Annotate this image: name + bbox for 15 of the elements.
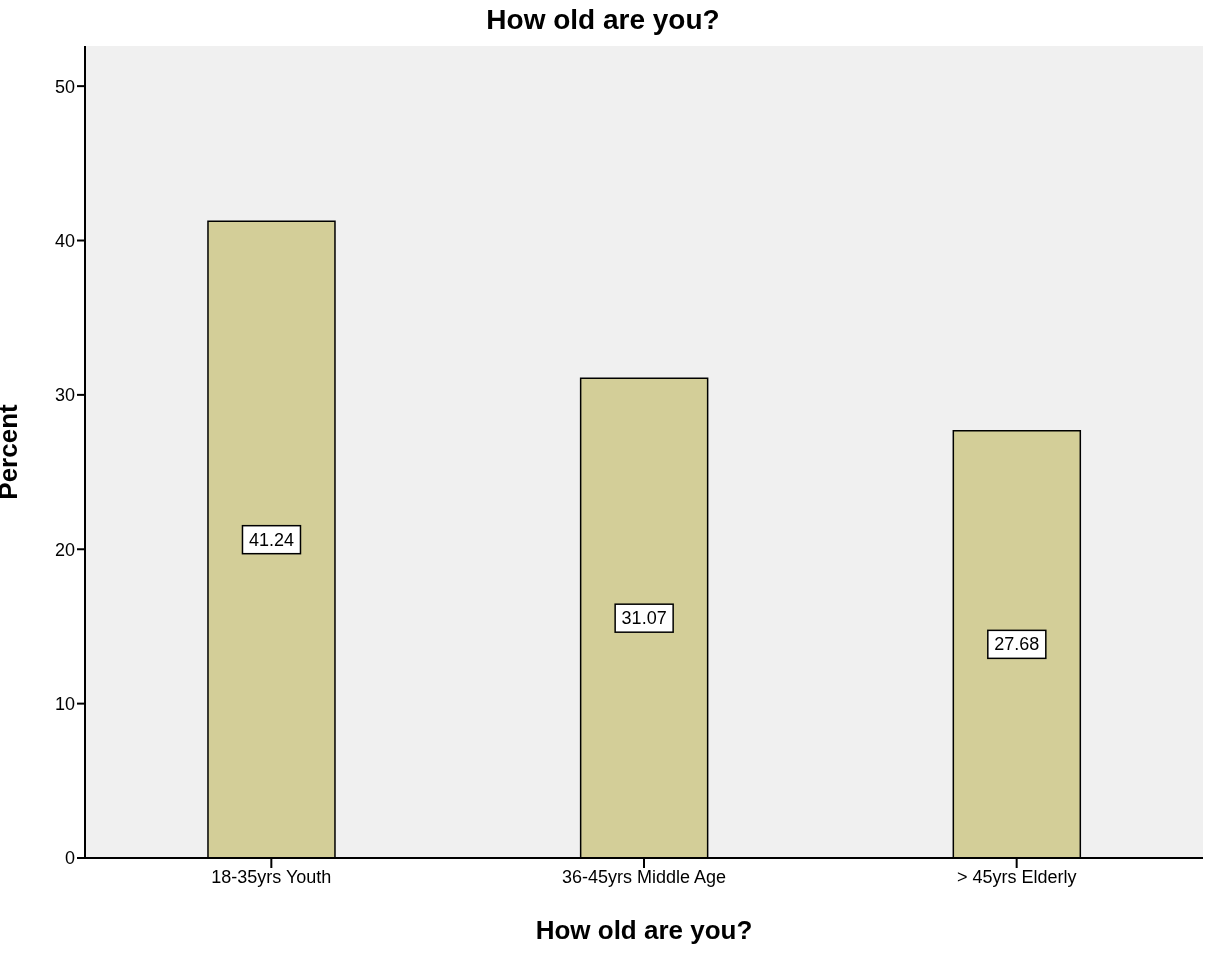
y-tick-label: 0 xyxy=(64,848,75,869)
data-label: 27.68 xyxy=(994,634,1040,655)
y-axis-title: Percent xyxy=(0,403,24,500)
x-tick-label: 36-45yrs Middle Age xyxy=(561,866,727,887)
y-tick-label: 40 xyxy=(54,230,75,251)
y-tick-label: 10 xyxy=(54,694,75,715)
y-tick-label: 50 xyxy=(54,76,75,97)
data-label: 41.24 xyxy=(248,529,294,550)
x-axis-title: How old are you? xyxy=(535,915,753,945)
chart-title: How old are you? xyxy=(485,4,721,36)
y-tick-label: 30 xyxy=(54,385,75,406)
y-tick-label: 20 xyxy=(54,539,75,560)
data-label: 31.07 xyxy=(621,608,667,629)
x-tick-label: 18-35yrs Youth xyxy=(211,866,332,887)
x-tick-label: > 45yrs Elderly xyxy=(956,866,1077,887)
